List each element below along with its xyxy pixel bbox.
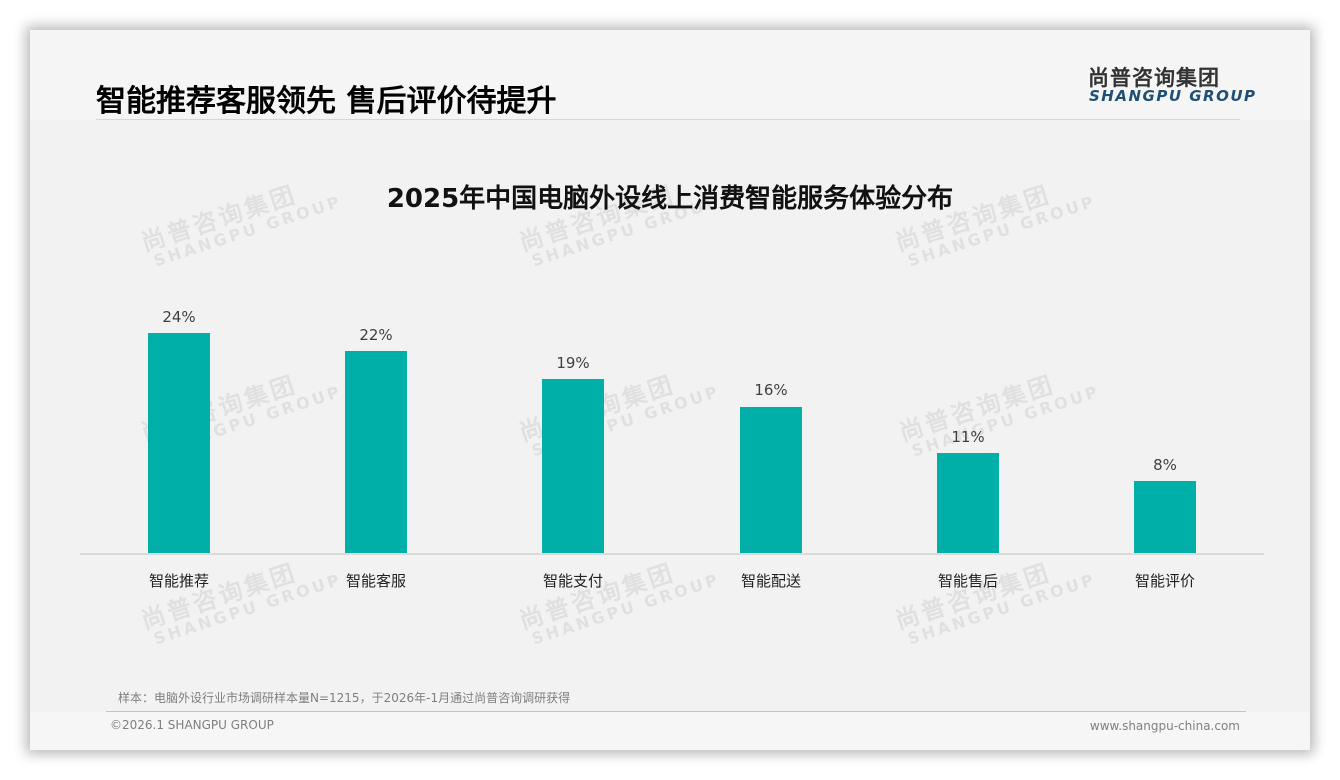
bar-smart-after-sales (937, 453, 999, 554)
header-band (30, 30, 1310, 120)
bar-value-label: 22% (359, 326, 393, 344)
sample-note: 样本：电脑外设行业市场调研样本量N=1215，于2026年-1月通过尚普咨询调研… (118, 691, 571, 705)
x-axis-label: 智能评价 (1134, 572, 1195, 590)
chart-title: 2025年中国电脑外设线上消费智能服务体验分布 (386, 184, 954, 214)
bar-value-label: 11% (951, 428, 985, 446)
bar-smart-review (1134, 481, 1196, 554)
bar-smart-recommend (148, 333, 210, 554)
bar-group: 11% (937, 280, 999, 554)
logo-chinese: 尚普咨询集团 (1088, 66, 1220, 90)
x-axis-label: 智能支付 (542, 572, 603, 590)
footer-divider (106, 711, 1246, 712)
website-link[interactable]: www.shangpu-china.com (1089, 719, 1240, 733)
x-axis-label: 智能推荐 (148, 572, 209, 590)
footer-band (30, 712, 1310, 750)
bar-group: 22% (345, 280, 407, 554)
x-axis-line (80, 553, 1264, 555)
bar-group: 8% (1134, 280, 1196, 554)
bar-group: 16% (740, 280, 802, 554)
x-axis-label: 智能配送 (740, 572, 801, 590)
bar-value-label: 16% (754, 381, 788, 399)
bar-smart-payment (542, 379, 604, 554)
bar-value-label: 24% (162, 308, 196, 326)
logo-english: SHANGPU GROUP (1089, 87, 1257, 105)
title-divider (96, 119, 1240, 120)
bar-group: 24% (148, 280, 210, 554)
slide: 智能推荐客服领先 售后评价待提升 尚普咨询集团 SHANGPU GROUP 尚普… (30, 30, 1310, 750)
copyright-text: ©2026.1 SHANGPU GROUP (110, 718, 274, 732)
x-axis-label: 智能客服 (345, 572, 406, 590)
bar-value-label: 8% (1153, 456, 1177, 474)
bar-smart-customer-service (345, 351, 407, 554)
bar-group: 19% (542, 280, 604, 554)
x-axis-label: 智能售后 (937, 572, 998, 590)
bar-smart-delivery (740, 407, 802, 554)
bar-chart-plot: 24% 22% 19% 16% 11% 8% (80, 280, 1264, 554)
page-title: 智能推荐客服领先 售后评价待提升 (96, 84, 557, 119)
bar-value-label: 19% (556, 354, 590, 372)
